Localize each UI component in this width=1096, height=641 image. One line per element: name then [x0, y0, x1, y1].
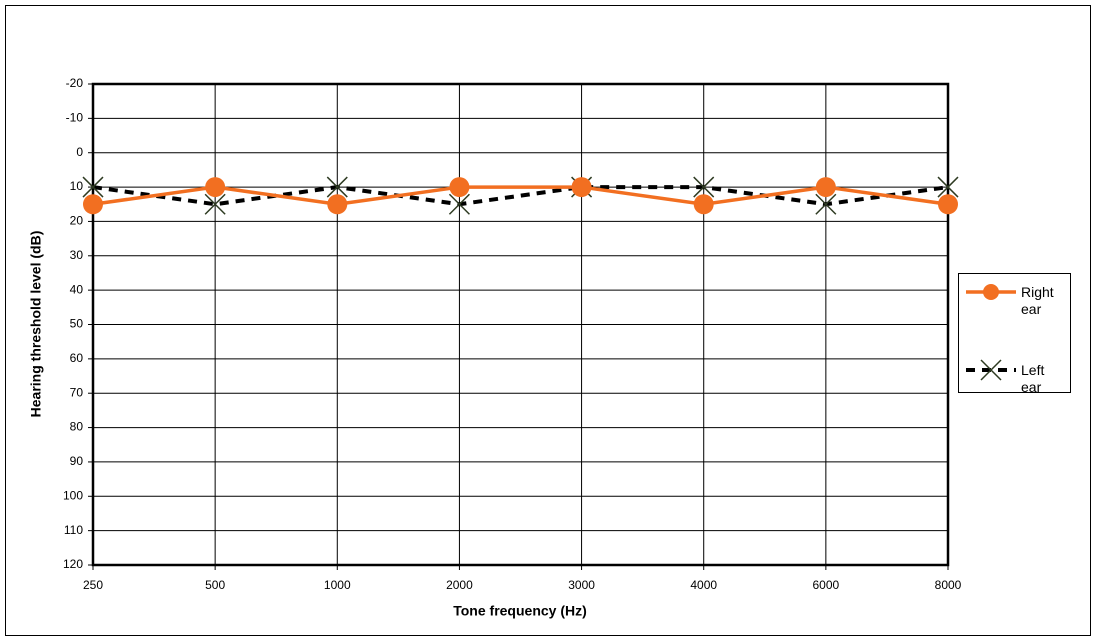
y-tick-label: 70: [70, 385, 84, 399]
data-point: [815, 177, 836, 198]
y-tick-label: 120: [63, 557, 83, 571]
plot-border: [91, 82, 950, 567]
x-axis-title: Tone frequency (Hz): [453, 603, 587, 619]
y-tick-label: 110: [64, 523, 83, 537]
y-tick-label: 60: [70, 351, 84, 365]
y-tick-label: 0: [76, 145, 83, 159]
y-tick-label: -20: [66, 76, 84, 90]
data-point: [82, 176, 104, 198]
y-axis-title: Hearing threshold level (dB): [28, 231, 44, 418]
data-point: [326, 176, 348, 198]
y-tick-label: 90: [70, 454, 84, 468]
series-line: [92, 185, 949, 207]
y-tick-label: 100: [63, 488, 83, 502]
x-tick-label: 6000: [813, 578, 840, 592]
y-tick-label: 10: [70, 179, 84, 193]
x-tick-label: 250: [83, 578, 103, 592]
x-tick-label: 2000: [446, 578, 473, 592]
y-tick-label: 40: [70, 282, 84, 296]
x-tick-label: 4000: [690, 578, 717, 592]
legend-marker: [980, 359, 1002, 381]
x-tick-label: 8000: [935, 578, 962, 592]
legend-label: Left ear: [1021, 362, 1045, 395]
x-tick-label: 500: [205, 578, 225, 592]
data-point: [937, 176, 959, 198]
data-point: [571, 177, 592, 198]
data-point: [205, 177, 226, 198]
y-tick-label: -10: [66, 111, 84, 125]
data-point: [815, 193, 837, 215]
legend-marker: [983, 284, 999, 300]
data-point: [327, 194, 348, 215]
data-point: [448, 193, 470, 215]
data-point: [83, 194, 103, 215]
y-tick-label: 80: [70, 420, 84, 434]
data-point: [693, 194, 714, 215]
data-point: [449, 177, 470, 198]
data-point: [693, 176, 715, 198]
y-tick-label: 20: [70, 214, 84, 228]
legend-label: Right ear: [1021, 284, 1054, 317]
y-tick-label: 50: [70, 317, 84, 331]
y-tick-label: 30: [70, 248, 84, 262]
x-tick-label: 3000: [568, 578, 595, 592]
chart-frame: [5, 5, 1091, 636]
data-point: [204, 193, 226, 215]
data-point: [938, 194, 958, 215]
x-tick-label: 1000: [324, 578, 351, 592]
